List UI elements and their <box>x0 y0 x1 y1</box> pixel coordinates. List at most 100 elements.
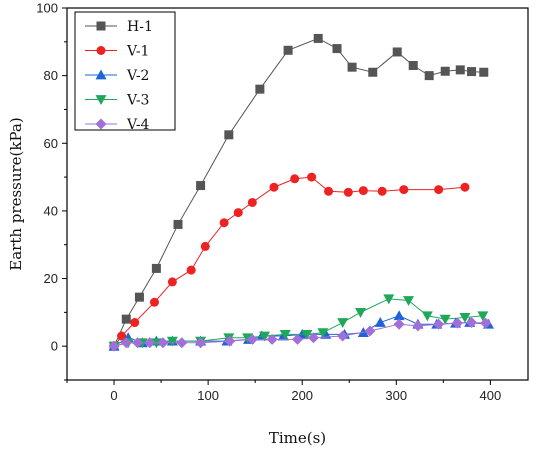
data-point <box>480 317 492 329</box>
data-point <box>167 277 177 287</box>
legend-item: V-3 <box>85 93 149 109</box>
legend-label: V-1 <box>126 44 149 60</box>
data-point <box>392 47 402 57</box>
data-point <box>307 172 317 182</box>
data-point <box>368 67 378 77</box>
plot-content <box>108 33 494 352</box>
x-tick-label: 300 <box>385 388 407 403</box>
data-point <box>166 336 178 347</box>
data-point <box>383 294 395 305</box>
y-axis-title: Earth pressure(kPa) <box>7 117 25 270</box>
data-point <box>307 332 319 344</box>
data-point <box>412 320 424 332</box>
data-point <box>347 62 357 72</box>
data-point <box>132 337 144 349</box>
data-point <box>393 318 405 330</box>
data-point <box>186 265 196 275</box>
legend-item: V-2 <box>85 68 149 84</box>
data-point <box>219 218 229 228</box>
data-point <box>149 297 159 307</box>
data-point <box>317 328 329 339</box>
data-point <box>269 182 279 192</box>
legend: H-1 V-1 V-2 V-3 V-4 <box>74 11 176 133</box>
y-tick-label: 100 <box>36 1 58 16</box>
data-point <box>313 33 323 43</box>
data-point <box>399 185 409 195</box>
data-point <box>157 337 169 349</box>
data-point <box>224 335 236 347</box>
data-point <box>467 67 477 77</box>
y-axis-ticks: 0 20 40 60 80 100 <box>36 1 67 381</box>
data-point <box>130 318 140 328</box>
data-point <box>460 182 470 192</box>
data-point <box>477 311 489 322</box>
data-point <box>455 65 465 75</box>
data-point <box>459 313 471 323</box>
data-point <box>233 208 243 218</box>
data-point <box>343 187 353 197</box>
legend-item: H-1 <box>85 19 153 35</box>
legend-item: V-1 <box>85 44 149 60</box>
legend-box <box>74 11 176 131</box>
series-line <box>113 176 466 347</box>
x-axis-ticks: 0 100 200 300 400 <box>66 380 502 403</box>
legend-item: V-4 <box>85 117 150 133</box>
data-point <box>451 317 463 329</box>
data-point <box>355 307 367 318</box>
x-tick-label: 200 <box>291 388 313 403</box>
x-tick-label: 0 <box>110 388 117 403</box>
data-point <box>151 263 161 273</box>
data-point <box>301 329 313 340</box>
series-V-4 <box>108 317 492 352</box>
data-point <box>224 130 234 140</box>
data-point <box>424 71 434 81</box>
data-point <box>121 314 131 324</box>
data-point <box>173 219 183 229</box>
y-tick-label: 40 <box>44 203 58 218</box>
data-point <box>324 186 334 196</box>
data-point <box>120 337 132 349</box>
legend-marker <box>96 21 106 31</box>
data-point <box>466 317 478 329</box>
y-tick-label: 80 <box>44 68 58 83</box>
y-tick-label: 20 <box>44 271 58 286</box>
data-point <box>439 314 451 325</box>
data-point <box>195 337 207 349</box>
y-tick-label: 60 <box>44 136 58 151</box>
data-point <box>337 318 349 329</box>
legend-label: V-2 <box>126 68 149 84</box>
data-point <box>196 181 206 191</box>
data-point <box>393 310 405 321</box>
data-point <box>421 311 433 322</box>
plot-frame <box>66 7 529 381</box>
x-tick-label: 400 <box>480 388 502 403</box>
data-point <box>433 318 445 330</box>
y-tick-label: 0 <box>51 339 58 354</box>
data-point <box>246 333 258 345</box>
data-point <box>134 292 144 302</box>
legend-label: V-3 <box>126 93 149 109</box>
x-axis-title: Time(s) <box>269 429 326 447</box>
data-point <box>377 186 387 196</box>
data-point <box>290 174 300 184</box>
data-point <box>403 296 415 307</box>
data-point <box>332 44 342 54</box>
legend-marker <box>96 46 106 55</box>
x-tick-label: 100 <box>197 388 219 403</box>
data-point <box>283 45 293 55</box>
data-point <box>440 66 450 76</box>
data-point <box>150 338 162 349</box>
data-point <box>374 317 386 327</box>
data-point <box>364 325 376 337</box>
data-point <box>144 337 156 349</box>
data-point <box>358 186 368 196</box>
data-point <box>176 337 188 349</box>
data-point <box>108 340 120 352</box>
legend-label: V-4 <box>126 117 150 133</box>
data-point <box>479 67 489 77</box>
data-point <box>279 329 291 340</box>
data-point <box>259 331 271 342</box>
data-point <box>292 333 303 345</box>
data-point <box>117 331 127 341</box>
